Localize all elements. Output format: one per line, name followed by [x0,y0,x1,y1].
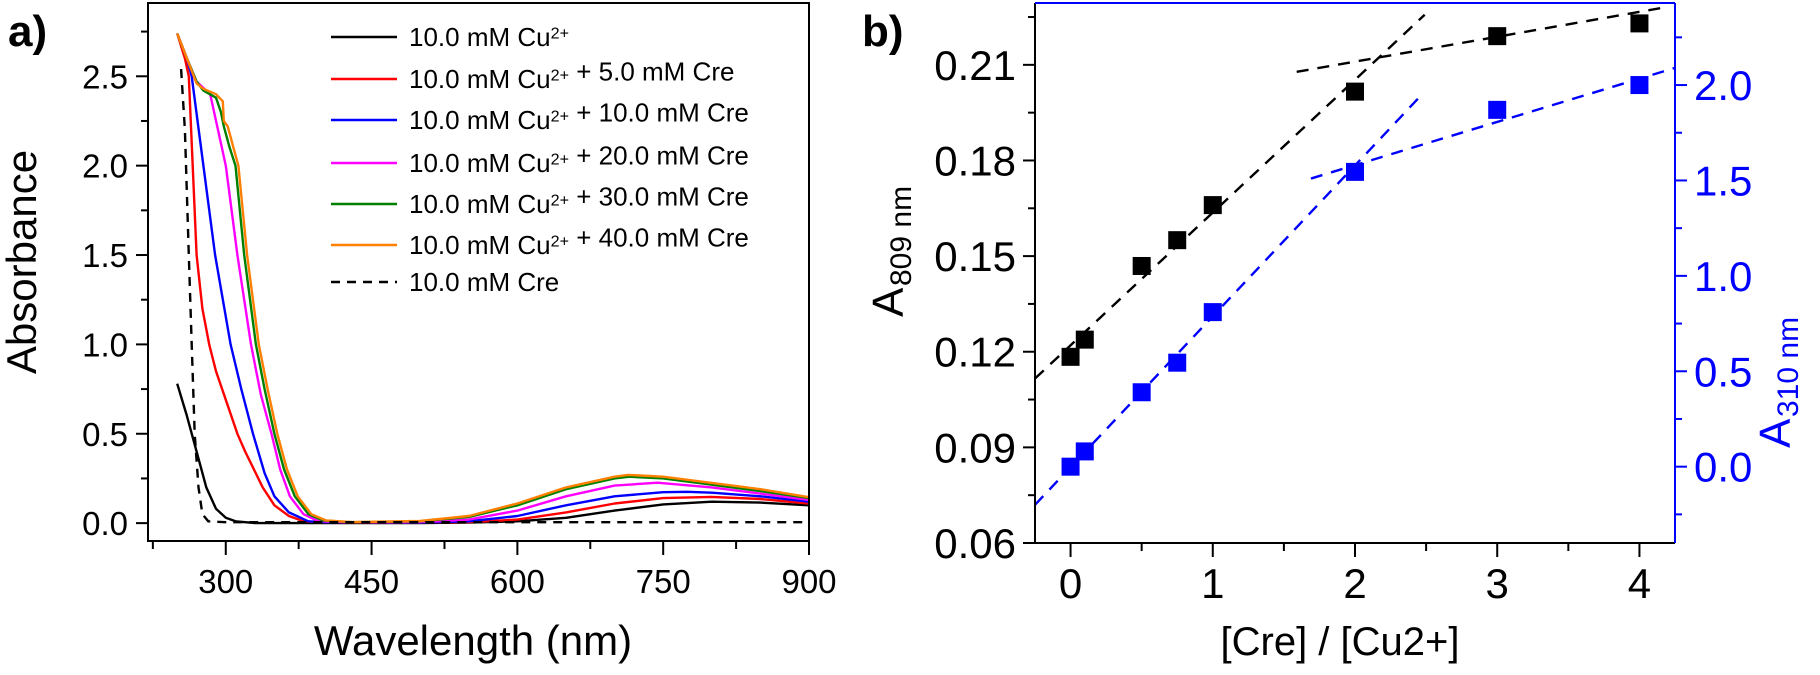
a809-data-point [1075,330,1094,349]
a809-data-point [1346,82,1364,101]
x-tick-label: 900 [781,563,836,600]
a310-data-point [1075,442,1094,461]
panel-a-absorbance-spectra: a) 300 450 600 750 900 0.0 0.5 1.0 1.5 2.0 2.5 Wavel… [0,2,837,664]
a809-data-point [1168,231,1187,250]
x-tick-label: 450 [344,563,399,600]
a809-data-point [1132,256,1151,275]
x-tick-label: 1 [1201,560,1224,607]
series-line-2 [176,32,810,524]
series-line-5 [176,32,810,524]
legend-label: 10.0 mM Cu2+ + 20.0 mM Cre [409,141,749,178]
legend: 10.0 mM Cu2+ 10.0 mM Cu2+ + 5.0 mM Cre 10.… [331,22,749,297]
a310-data-point [1346,162,1364,181]
y2-axis-title-subscript: 310 nm [1772,317,1805,417]
fit-line-3 [1310,66,1676,180]
x-axis-title: [Cre] / [Cu2+] [1221,620,1460,664]
y2-tick-label: 1.5 [1694,157,1752,204]
y-tick-label: 0.5 [82,416,128,453]
a310-data-point [1488,100,1507,119]
x-tick-label: 4 [1628,560,1651,607]
y2-tick-label: 0.5 [1694,348,1752,395]
legend-label: 10.0 mM Cre [409,267,559,297]
legend-label: 10.0 mM Cu2+ [409,22,569,52]
a809-data-point [1488,27,1507,46]
y2-tick-label: 1.0 [1694,253,1752,300]
y-tick-label: 2.0 [82,148,128,185]
y-tick-label: 0.21 [934,42,1016,89]
y-tick-label: 0.09 [934,424,1016,471]
y-axis-title-main: A [864,287,913,317]
x-tick-label: 0 [1059,560,1082,607]
y-axis-title-subscript: 809 nm [885,186,918,286]
y-tick-label: 1.0 [82,326,128,363]
y-tick-label: 0.0 [82,505,128,542]
x-axis-title: Wavelength (nm) [314,617,632,664]
a310-data-point [1061,457,1080,476]
x-tick-label: 300 [198,563,253,600]
y2-axis-title-main: A [1751,418,1800,448]
a809-data-point [1630,14,1649,33]
series-line-4 [176,32,810,524]
a310-data-point [1168,353,1187,372]
y-tick-label: 0.06 [934,520,1016,567]
legend-label: 10.0 mM Cu2+ + 40.0 mM Cre [409,223,749,260]
a310-data-point [1630,76,1649,95]
a310-data-point [1203,303,1222,322]
plot-frame [147,2,810,542]
x-tick-label: 3 [1486,560,1509,607]
y2-tick-label: 0.0 [1694,444,1752,491]
y-tick-label: 0.12 [934,329,1016,376]
legend-label: 10.0 mM Cu2+ + 5.0 mM Cre [409,57,734,94]
x-tick-label: 600 [490,563,545,600]
panel-label: b) [862,7,904,56]
fit-line-0 [1034,13,1426,380]
legend-label: 10.0 mM Cu2+ + 30.0 mM Cre [409,182,749,219]
x-tick-label: 2 [1343,560,1366,607]
panel-b-titration-plot: b) 0 1 2 3 4 0.06 0.09 0.12 0.15 0.18 0.21 0.0 0.5 1.0… [862,2,1805,664]
y-tick-label: 0.15 [934,233,1016,280]
y-tick-label: 0.18 [934,137,1016,184]
series-line-1 [176,33,810,524]
a809-data-point [1061,347,1080,366]
y-axis-title: Absorbance [0,150,45,374]
y-tick-label: 1.5 [82,237,128,274]
a809-data-point [1203,196,1222,215]
fit-line-1 [1296,6,1661,74]
legend-label: 10.0 mM Cu2+ + 10.0 mM Cre [409,98,749,135]
y-tick-label: 2.5 [82,58,128,95]
y2-tick-label: 2.0 [1694,62,1752,109]
x-tick-label: 750 [636,563,691,600]
series-line-6 [179,69,809,524]
a310-data-point [1132,383,1151,402]
panel-label: a) [8,7,47,56]
